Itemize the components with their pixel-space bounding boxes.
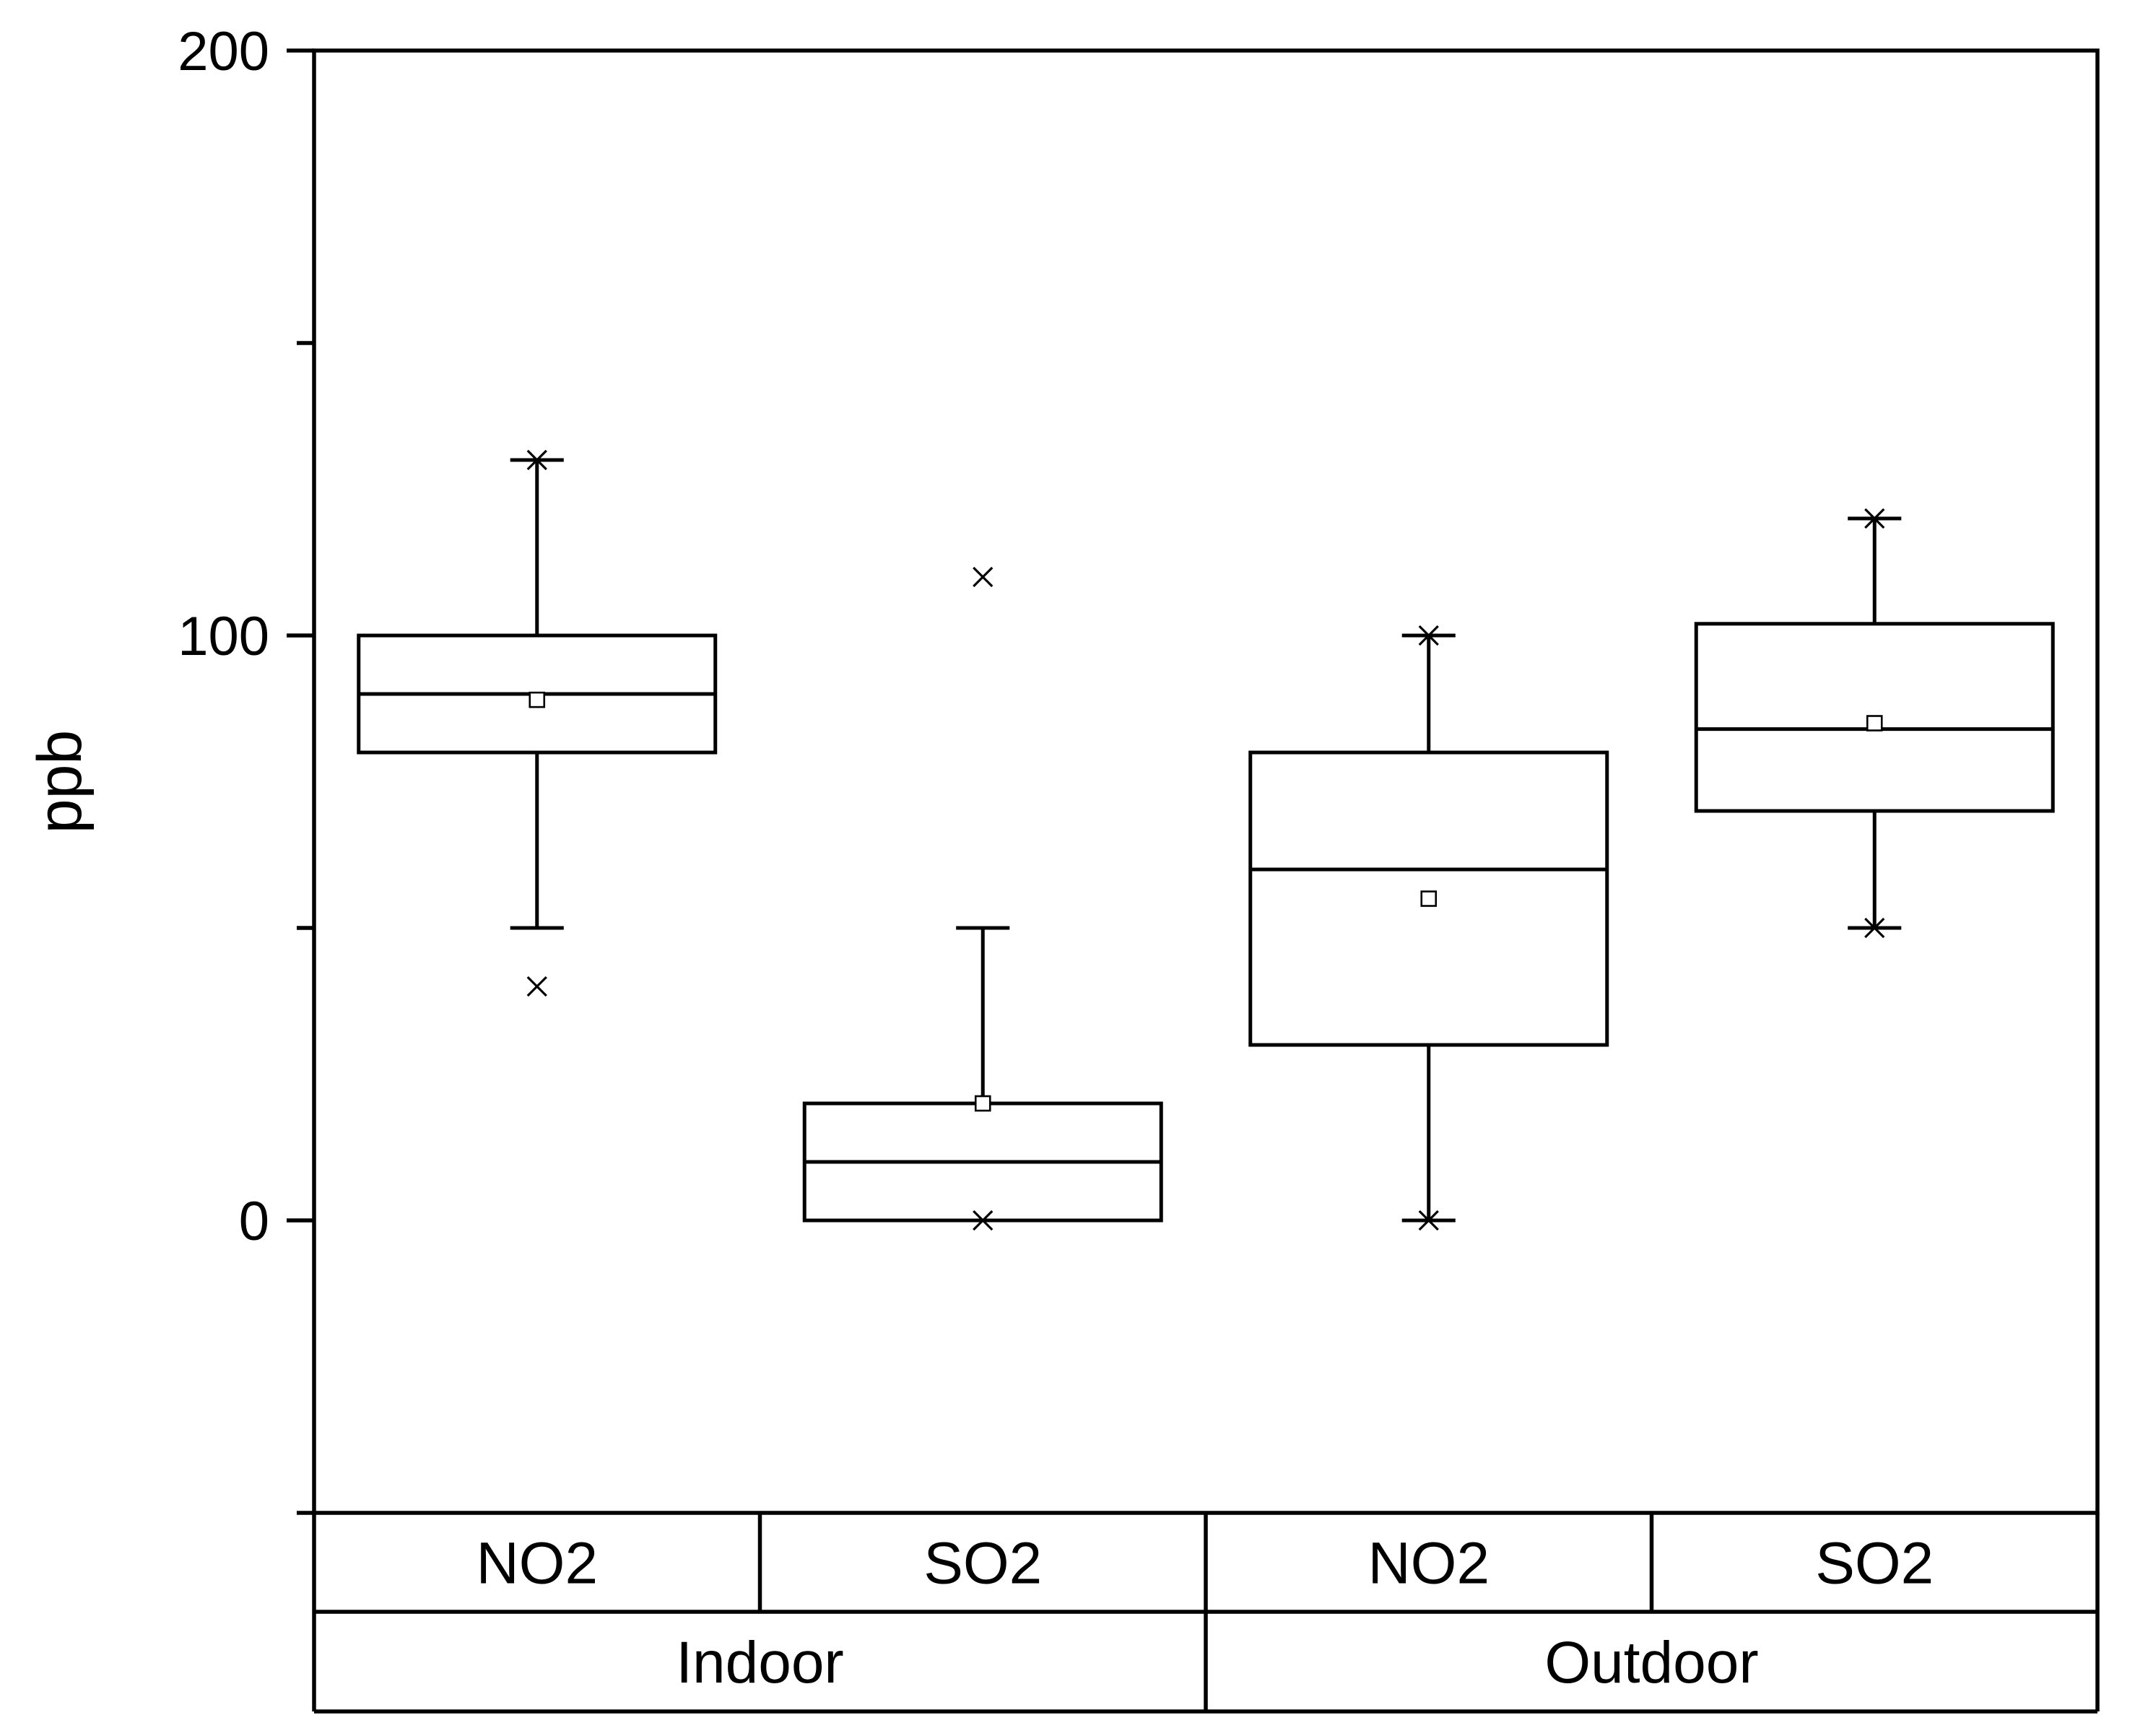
y-axis-title: ppb (25, 730, 95, 834)
y-tick-label: 200 (178, 21, 269, 82)
category-label: NO2 (1367, 1531, 1490, 1597)
x-marker (1418, 1210, 1439, 1231)
category-axis: NO2 SO2 NO2 SO2 Indoor Outdoor (312, 1513, 2100, 1714)
mean-marker (1866, 715, 1883, 732)
mean-marker (529, 691, 546, 708)
category-label: SO2 (1815, 1531, 1934, 1597)
x-marker (526, 976, 547, 997)
box-outdoor-no2 (1248, 625, 1609, 1231)
boxes (357, 449, 2055, 1231)
x-marker (526, 449, 547, 471)
x-marker (973, 1210, 993, 1231)
x-marker (1864, 508, 1885, 529)
y-tick-label: 100 (178, 606, 269, 667)
y-tick-label: 0 (239, 1191, 269, 1252)
group-label: Indoor (676, 1630, 844, 1696)
group-label: Outdoor (1544, 1630, 1758, 1696)
box-outdoor-so2 (1694, 508, 2055, 939)
category-label: NO2 (476, 1531, 598, 1597)
x-marker (1864, 917, 1885, 939)
category-label: SO2 (923, 1531, 1042, 1597)
box-indoor-no2 (357, 449, 718, 997)
box-indoor-so2 (802, 566, 1163, 1231)
mean-marker (1420, 890, 1438, 907)
x-marker (973, 566, 993, 588)
x-marker (1418, 625, 1439, 646)
mean-marker (974, 1095, 991, 1112)
